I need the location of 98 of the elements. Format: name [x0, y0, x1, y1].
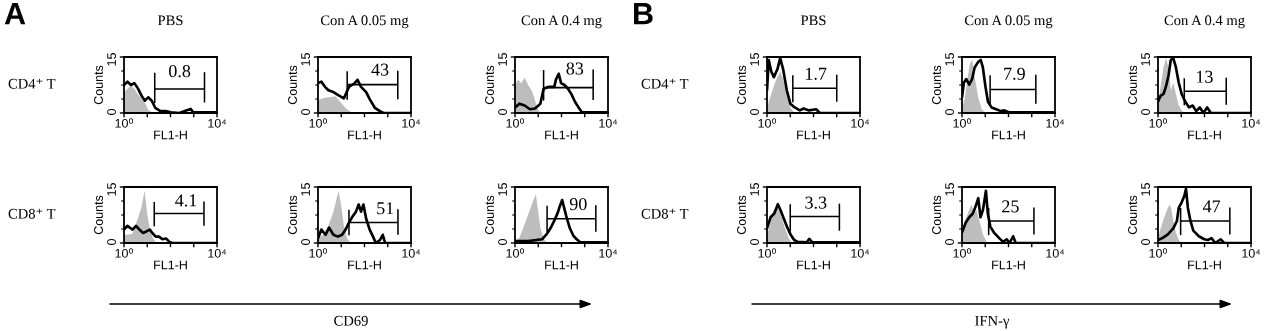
chart-title: PBS [157, 15, 183, 26]
x-tick-label: 10⁰ [953, 118, 972, 128]
y-tick-label: 15 [750, 182, 759, 196]
y-axis-title: Counts [485, 195, 494, 235]
y-axis-title: Counts [288, 195, 297, 235]
annotation: 25 [1002, 200, 1019, 213]
y-tick-label: 0 [498, 108, 507, 115]
x-tick-label: 10⁴ [599, 118, 618, 128]
chart-title: Con A 0.05 mg [320, 15, 409, 29]
x-tick-label: 10⁴ [208, 118, 227, 128]
x-tick-label: 10⁰ [1149, 248, 1168, 258]
annotation: 51 [377, 202, 394, 215]
x-tick-label: 10⁰ [309, 248, 328, 258]
y-axis-title: Counts [737, 195, 746, 235]
x-tick-label: 10⁰ [115, 118, 134, 128]
y-tick-label: 15 [107, 52, 116, 66]
x-axis-title: FL1-H [797, 130, 830, 140]
x-tick-label: 10⁰ [506, 118, 525, 128]
y-tick-label: 0 [301, 238, 310, 245]
annotation: 4.1 [175, 194, 197, 207]
text: CD8⁺ T [8, 208, 56, 219]
annotation: 1.7 [805, 67, 827, 80]
x-tick-label: 10⁴ [1046, 248, 1065, 258]
y-tick-label: 15 [301, 182, 310, 196]
y-tick-label: 15 [945, 52, 954, 66]
x-tick-label: 10⁰ [506, 248, 525, 258]
x-axis-title: FL1-H [348, 260, 381, 270]
x-axis-title: FL1-H [992, 130, 1025, 140]
y-axis-title: Counts [94, 195, 103, 235]
y-tick-label: 0 [750, 108, 759, 115]
x-tick-label: 10⁰ [309, 118, 328, 128]
y-tick-label: 15 [107, 182, 116, 196]
y-tick-label: 15 [945, 182, 954, 196]
x-axis-title: FL1-H [1188, 130, 1221, 140]
annotation: 90 [569, 198, 587, 211]
y-axis-title: Counts [932, 65, 941, 105]
x-tick-label: 10⁴ [208, 248, 227, 258]
chart-title: PBS [800, 15, 826, 26]
x-tick-label: 10⁴ [851, 248, 870, 258]
y-tick-label: 0 [945, 238, 954, 245]
y-axis-title: Counts [1128, 65, 1137, 105]
y-tick-label: 0 [1141, 238, 1150, 245]
y-axis-title: Counts [288, 65, 297, 105]
annotation: 83 [566, 62, 584, 75]
x-tick-label: 10⁴ [599, 248, 618, 258]
x-axis-title: FL1-H [992, 260, 1025, 270]
y-axis-title: Counts [1128, 195, 1137, 235]
text: IFN-γ [975, 315, 1010, 329]
annotation: 43 [371, 63, 389, 76]
y-tick-label: 15 [1141, 182, 1150, 196]
text: CD69 [334, 315, 368, 326]
x-tick-label: 10⁰ [758, 248, 777, 258]
x-axis-title: FL1-H [545, 260, 578, 270]
y-tick-label: 0 [301, 108, 310, 115]
x-tick-label: 10⁰ [953, 248, 972, 258]
x-tick-label: 10⁰ [758, 118, 777, 128]
y-tick-label: 0 [107, 238, 116, 245]
y-tick-label: 15 [301, 52, 310, 66]
y-tick-label: 15 [498, 52, 507, 66]
x-tick-label: 10⁴ [1242, 248, 1261, 258]
chart-title: Con A 0.4 mg [1164, 15, 1245, 29]
y-tick-label: 0 [1141, 108, 1150, 115]
x-tick-label: 10⁴ [402, 118, 421, 128]
x-axis-title: FL1-H [797, 260, 830, 270]
y-axis-title: Counts [932, 195, 941, 235]
text: B [634, 3, 653, 25]
text: CD4⁺ T [8, 78, 56, 89]
x-axis-title: FL1-H [1188, 260, 1221, 270]
annotation: 0.8 [169, 65, 191, 78]
y-tick-label: 15 [1141, 52, 1150, 66]
text: A [4, 3, 26, 25]
y-axis-title: Counts [737, 65, 746, 105]
y-tick-label: 15 [750, 52, 759, 66]
annotation: 13 [1196, 70, 1213, 83]
y-tick-label: 0 [498, 238, 507, 245]
annotation: 47 [1202, 200, 1221, 213]
chart-title: Con A 0.05 mg [964, 15, 1053, 29]
x-axis-title: FL1-H [348, 130, 381, 140]
y-axis-title: Counts [94, 65, 103, 105]
x-axis-title: FL1-H [154, 260, 187, 270]
y-tick-label: 0 [750, 238, 759, 245]
text: CD8⁺ T [641, 208, 689, 219]
text: CD4⁺ T [641, 78, 689, 89]
x-tick-label: 10⁰ [115, 248, 134, 258]
x-tick-label: 10⁴ [851, 118, 870, 128]
annotation: 3.3 [805, 196, 827, 209]
annotation: 7.9 [1004, 67, 1025, 80]
x-tick-label: 10⁰ [1149, 118, 1168, 128]
y-tick-label: 0 [945, 108, 954, 115]
y-axis-title: Counts [485, 65, 494, 105]
x-tick-label: 10⁴ [402, 248, 421, 258]
x-axis-title: FL1-H [154, 130, 187, 140]
x-tick-label: 10⁴ [1046, 118, 1065, 128]
x-axis-title: FL1-H [545, 130, 578, 140]
y-tick-label: 0 [107, 108, 116, 115]
y-tick-label: 15 [498, 182, 507, 196]
x-tick-label: 10⁴ [1242, 118, 1261, 128]
chart-title: Con A 0.4 mg [521, 15, 602, 29]
